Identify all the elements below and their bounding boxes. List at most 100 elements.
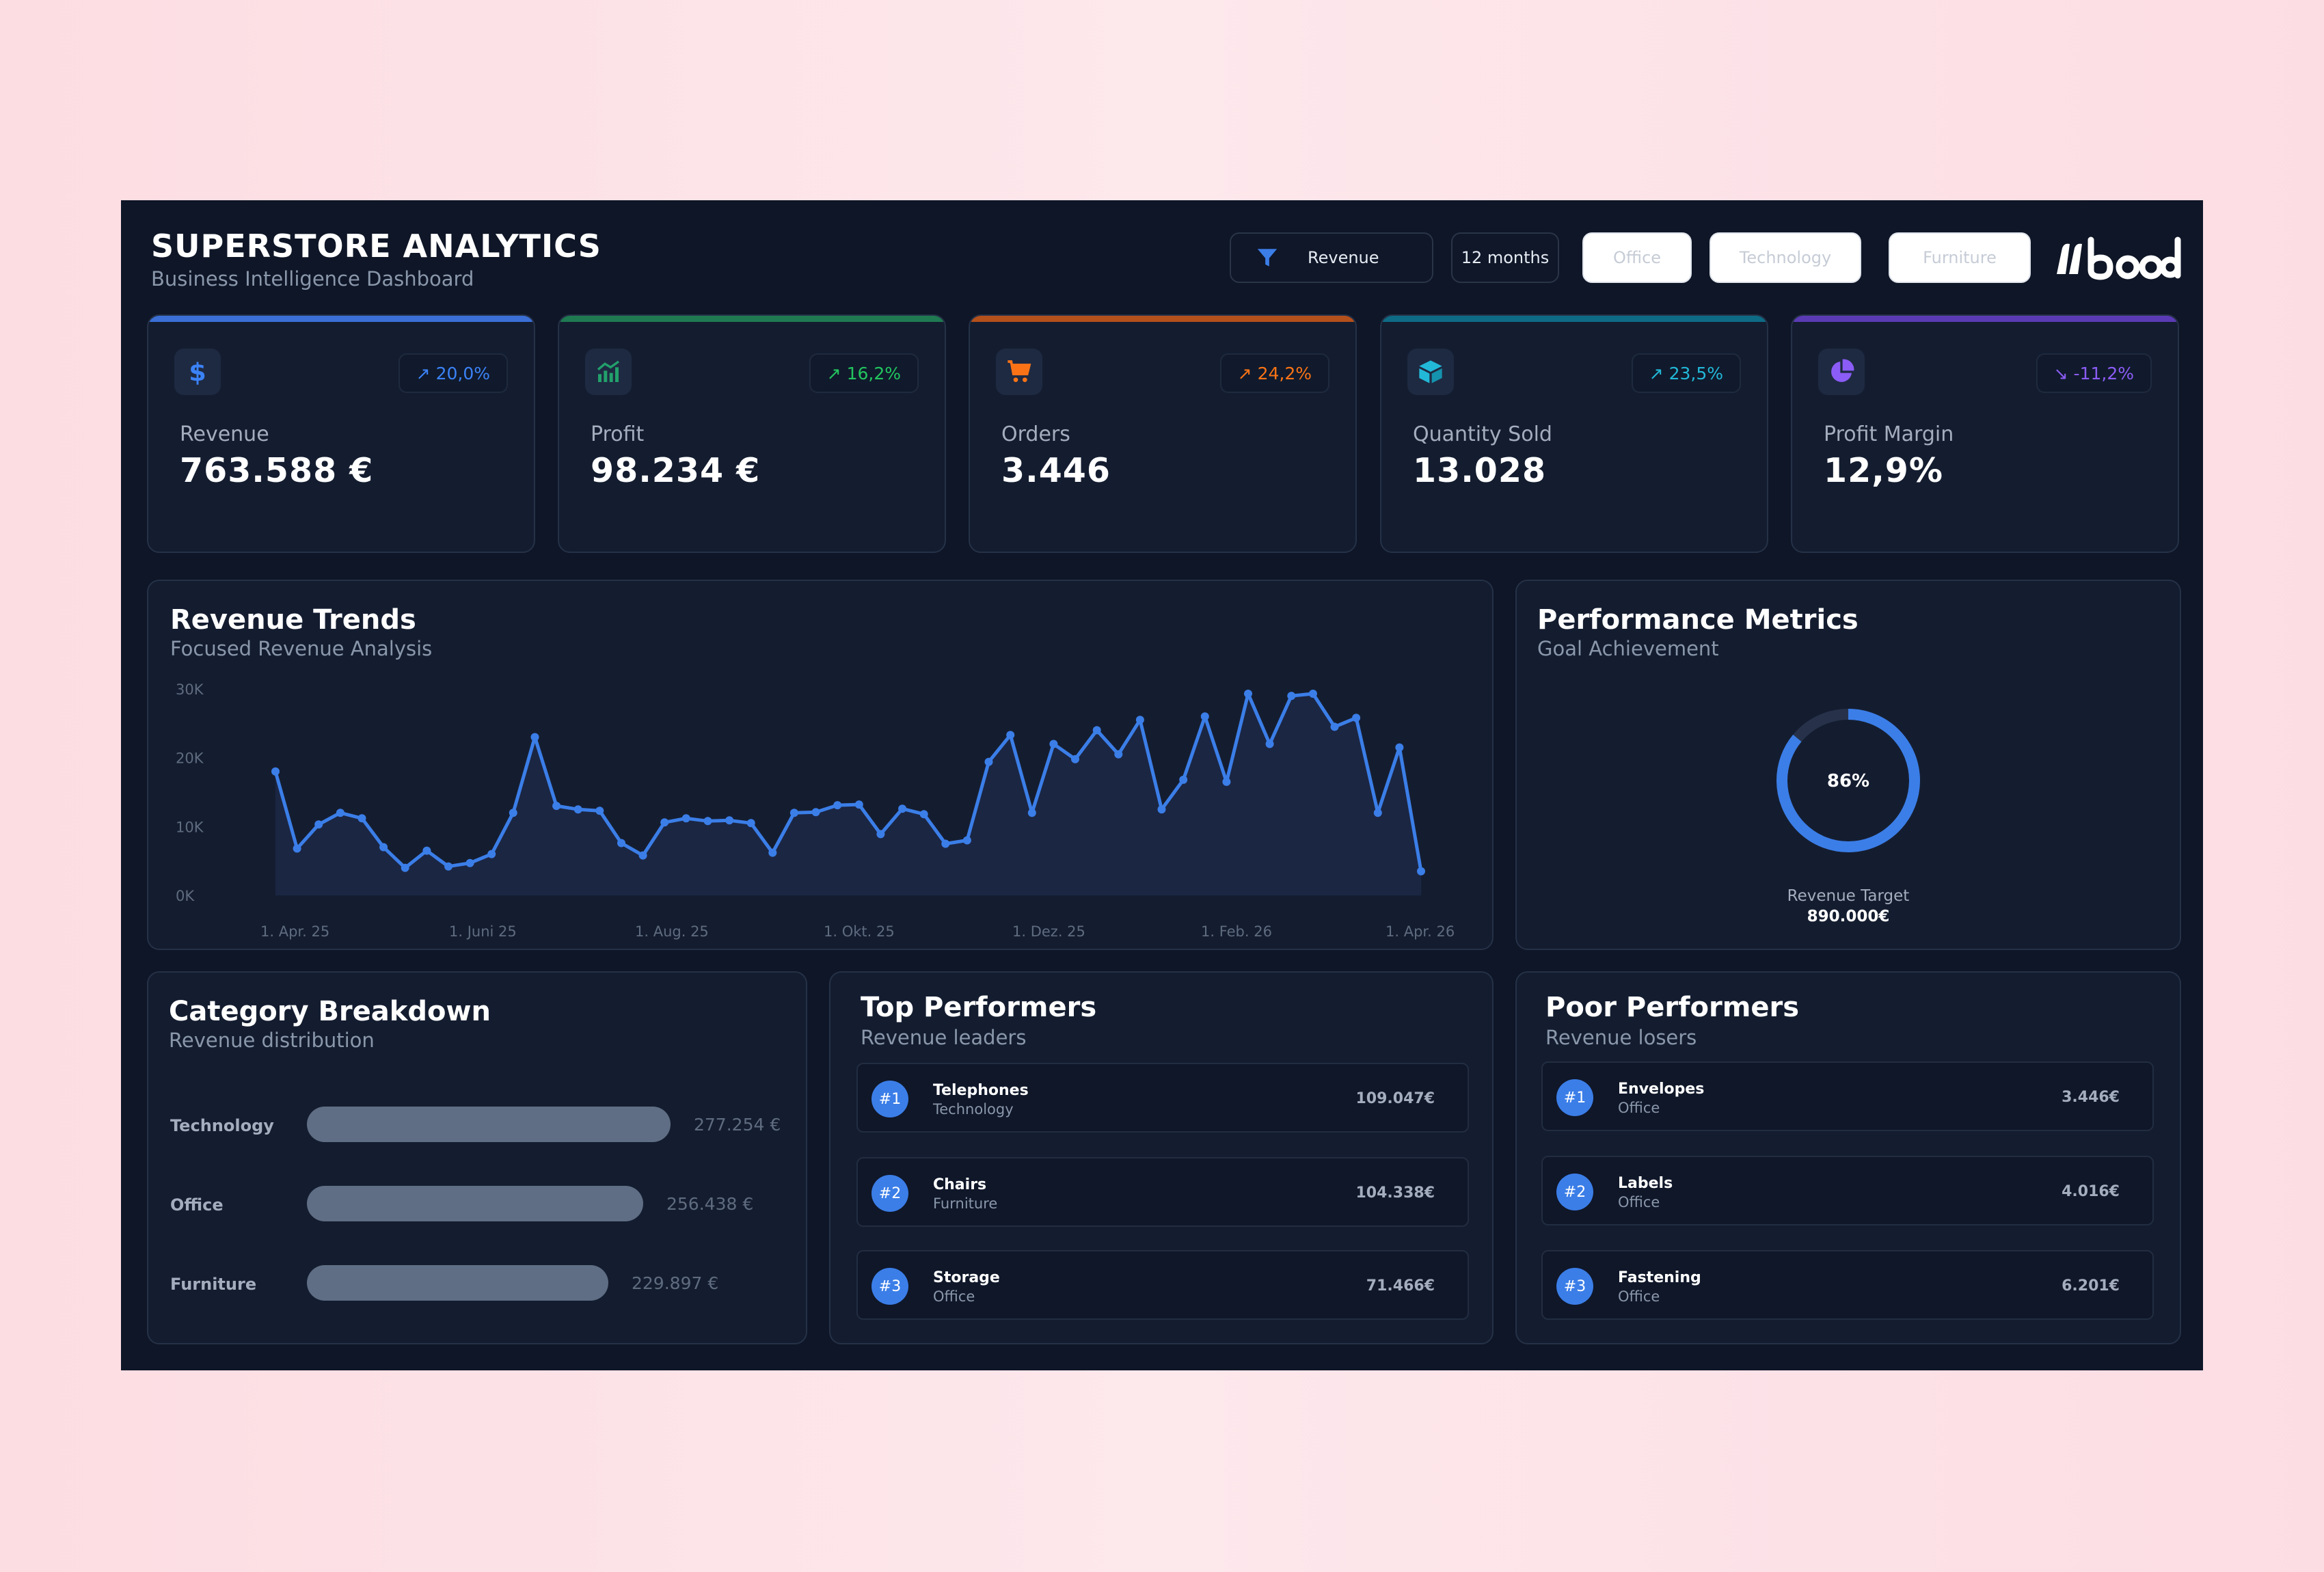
kpi-accent-bar bbox=[970, 316, 1355, 322]
category-button-label: Office bbox=[1612, 248, 1662, 267]
rank-badge: #2 bbox=[1556, 1174, 1593, 1210]
panel-subtitle: Goal Achievement bbox=[1537, 637, 1719, 660]
brand-logo bbox=[2057, 236, 2181, 280]
data-point bbox=[1157, 805, 1166, 814]
data-point bbox=[941, 839, 950, 848]
performance-metrics-panel: Performance Metrics Goal Achievement 86%… bbox=[1515, 580, 2181, 950]
data-point bbox=[1265, 740, 1274, 748]
panel-title: Top Performers bbox=[861, 992, 1097, 1023]
kpi-value: 3.446 bbox=[1001, 451, 1111, 490]
panel-title: Revenue Trends bbox=[170, 604, 416, 636]
data-point bbox=[1200, 712, 1209, 721]
data-point bbox=[746, 819, 755, 828]
poor-performers-panel: Poor Performers Revenue losers #1 Envelo… bbox=[1515, 971, 2181, 1344]
kpi-value: 98.234 € bbox=[591, 451, 761, 490]
data-point bbox=[530, 733, 539, 742]
kpi-change-badge: ↗ 20,0% bbox=[398, 353, 508, 393]
data-point bbox=[1114, 750, 1123, 759]
kpi-accent-bar bbox=[1792, 316, 2178, 322]
product-category: Office bbox=[933, 1288, 975, 1305]
kpi-value: 763.588 € bbox=[180, 451, 374, 490]
data-point bbox=[660, 818, 669, 827]
data-point bbox=[487, 850, 496, 858]
data-point bbox=[293, 844, 301, 853]
page-title: SUPERSTORE ANALYTICS bbox=[151, 228, 602, 265]
x-tick-label: 1. Dez. 25 bbox=[1012, 923, 1085, 940]
kpi-card-profit-margin: ↘ -11,2% Profit Margin 12,9% bbox=[1791, 314, 2179, 553]
category-button-office[interactable]: Office bbox=[1582, 232, 1692, 283]
category-button-furniture[interactable]: Furniture bbox=[1889, 232, 2031, 283]
progress-ring-fill bbox=[1776, 709, 1920, 852]
dollar-icon: $ bbox=[174, 349, 221, 395]
data-point bbox=[1287, 692, 1296, 701]
category-label-technology: Technology bbox=[170, 1116, 274, 1135]
dashboard: SUPERSTORE ANALYTICS Business Intelligen… bbox=[121, 200, 2203, 1370]
x-tick-label: 1. Apr. 25 bbox=[260, 923, 329, 940]
category-label-office: Office bbox=[170, 1195, 224, 1215]
target-value: 890.000€ bbox=[1807, 908, 1890, 925]
data-point bbox=[1222, 777, 1231, 786]
kpi-label: Profit bbox=[591, 422, 645, 446]
page-subtitle: Business Intelligence Dashboard bbox=[151, 267, 474, 290]
x-tick-label: 1. Apr. 26 bbox=[1386, 923, 1455, 940]
panel-subtitle: Revenue losers bbox=[1545, 1026, 1697, 1049]
data-point bbox=[638, 851, 647, 860]
data-point bbox=[854, 800, 863, 809]
data-point bbox=[422, 846, 431, 855]
kpi-accent-bar bbox=[559, 316, 945, 322]
performer-row[interactable]: #2 Chairs Furniture 104.338€ bbox=[856, 1157, 1469, 1227]
product-name: Chairs bbox=[933, 1176, 987, 1193]
product-revenue: 109.047€ bbox=[1355, 1090, 1435, 1107]
product-revenue: 3.446€ bbox=[2062, 1089, 2120, 1106]
product-name: Envelopes bbox=[1618, 1081, 1705, 1098]
category-button-technology[interactable]: Technology bbox=[1710, 232, 1861, 283]
data-point bbox=[379, 843, 388, 852]
kpi-change-badge: ↗ 24,2% bbox=[1219, 353, 1329, 393]
metric-filter-dropdown[interactable]: Revenue bbox=[1230, 232, 1433, 283]
rank-badge: #2 bbox=[871, 1175, 908, 1212]
performer-row[interactable]: #3 Fastening Office 6.201€ bbox=[1541, 1250, 2154, 1320]
category-value: 277.254 € bbox=[694, 1115, 781, 1135]
data-point bbox=[552, 802, 561, 811]
performer-row[interactable]: #1 Telephones Technology 109.047€ bbox=[856, 1063, 1469, 1133]
cart-icon bbox=[996, 349, 1042, 395]
performer-row[interactable]: #3 Storage Office 71.466€ bbox=[856, 1250, 1469, 1320]
kpi-card-quantity-sold: ↗ 23,5% Quantity Sold 13.028 bbox=[1380, 314, 1768, 553]
panel-subtitle: Revenue distribution bbox=[169, 1029, 375, 1052]
product-name: Labels bbox=[1618, 1175, 1673, 1192]
data-point bbox=[1395, 743, 1404, 752]
data-point bbox=[444, 862, 452, 871]
kpi-label: Revenue bbox=[180, 422, 269, 446]
product-revenue: 104.338€ bbox=[1355, 1184, 1435, 1202]
rank-badge: #1 bbox=[1556, 1079, 1593, 1116]
product-revenue: 4.016€ bbox=[2062, 1183, 2120, 1200]
category-breakdown-panel: Category Breakdown Revenue distribution … bbox=[147, 971, 807, 1344]
product-revenue: 71.466€ bbox=[1366, 1277, 1435, 1295]
data-point bbox=[1179, 775, 1188, 784]
performer-row[interactable]: #1 Envelopes Office 3.446€ bbox=[1541, 1061, 2154, 1131]
rank-badge: #3 bbox=[871, 1268, 908, 1305]
data-point bbox=[509, 809, 517, 817]
data-point bbox=[1244, 690, 1252, 698]
kpi-card-orders: ↗ 24,2% Orders 3.446 bbox=[969, 314, 1357, 553]
category-label-furniture: Furniture bbox=[170, 1275, 257, 1294]
rank-badge: #3 bbox=[1556, 1268, 1593, 1305]
pie-icon bbox=[1818, 349, 1865, 395]
x-tick-label: 1. Feb. 26 bbox=[1201, 923, 1272, 940]
data-point bbox=[789, 809, 798, 817]
kpi-change-badge: ↗ 16,2% bbox=[809, 353, 919, 393]
data-point bbox=[1308, 690, 1317, 698]
product-category: Technology bbox=[933, 1101, 1014, 1117]
data-point bbox=[1049, 740, 1058, 748]
period-selector[interactable]: 12 months bbox=[1451, 232, 1559, 283]
data-point bbox=[833, 801, 842, 810]
category-bar-technology bbox=[307, 1107, 671, 1142]
performer-row[interactable]: #2 Labels Office 4.016€ bbox=[1541, 1156, 2154, 1225]
category-value: 229.897 € bbox=[632, 1273, 719, 1293]
data-point bbox=[725, 816, 734, 825]
progress-percent: 86% bbox=[1827, 771, 1869, 791]
product-category: Furniture bbox=[933, 1195, 998, 1212]
rank-badge: #1 bbox=[871, 1081, 908, 1117]
data-point bbox=[1006, 731, 1015, 740]
x-tick-label: 1. Juni 25 bbox=[449, 923, 517, 940]
